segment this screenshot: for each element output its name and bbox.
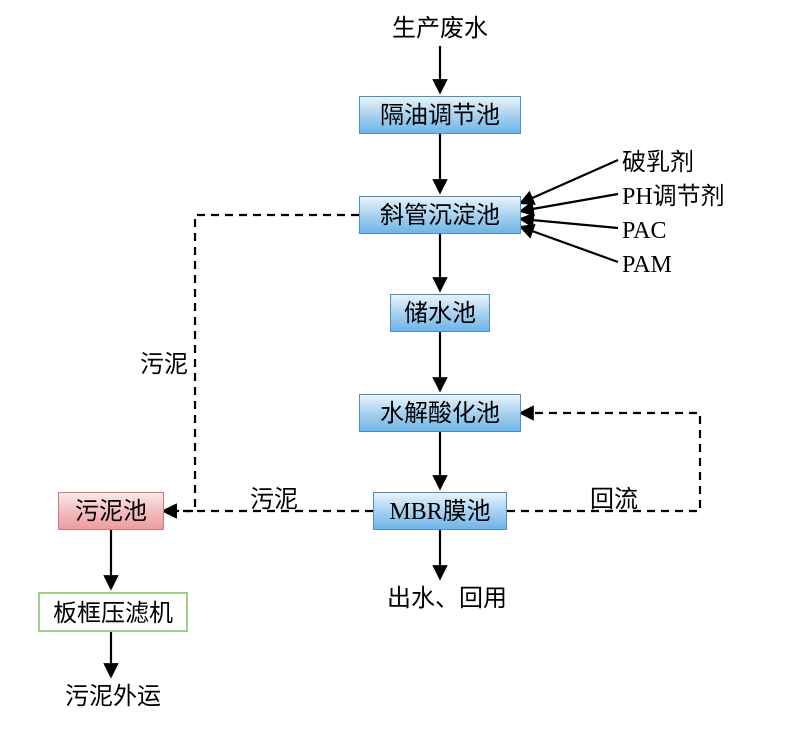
node-press-label: 板框压滤机 <box>53 601 173 627</box>
node-inclined-sedimentation-tank: 斜管沉淀池 <box>359 196 521 234</box>
node-mbr-label: MBR膜池 <box>389 499 490 525</box>
node-storage-tank: 储水池 <box>390 294 490 332</box>
node-hydrolysis-acidification-tank: 水解酸化池 <box>359 394 521 432</box>
chemical-label: PH调节剂 <box>622 183 725 210</box>
node-hydro-label: 水解酸化池 <box>380 401 500 427</box>
node-store-label: 储水池 <box>404 301 476 327</box>
node-effluent-reuse-text: 出水、回用 <box>367 582 527 616</box>
node-oil-separation-tank: 隔油调节池 <box>359 96 521 134</box>
node-sedi-label: 斜管沉淀池 <box>380 203 500 229</box>
edge-label-reflux: 回流 <box>590 486 638 513</box>
chemical-label: 破乳剂 <box>622 149 694 176</box>
node-source-text: 生产废水 <box>380 12 500 46</box>
chemical-input-arrow <box>521 160 618 203</box>
node-oil-label: 隔油调节池 <box>380 103 500 129</box>
chemical-input-arrow <box>521 227 618 262</box>
edge-label-sludge1: 污泥 <box>140 351 188 378</box>
node-sludge-tank: 污泥池 <box>58 492 164 530</box>
node-plate-frame-filter-press: 板框压滤机 <box>38 592 188 632</box>
edge-label-sludge2: 污泥 <box>250 486 298 513</box>
node-source-label: 生产废水 <box>392 16 488 42</box>
node-sludge-shipout-text: 污泥外运 <box>48 680 178 714</box>
chemical-label: PAM <box>622 252 672 278</box>
dashed-flow-mbr_reflux <box>507 413 700 511</box>
node-out-label: 出水、回用 <box>387 586 507 612</box>
chemical-label: PAC <box>622 218 666 244</box>
node-ship-label: 污泥外运 <box>65 684 161 710</box>
chemical-input-arrow <box>521 194 618 211</box>
node-sludge-label: 污泥池 <box>75 499 147 525</box>
node-mbr-membrane-tank: MBR膜池 <box>373 492 507 530</box>
chemical-input-arrow <box>521 219 618 228</box>
dashed-flow-sedi_to_sludge <box>164 215 359 511</box>
